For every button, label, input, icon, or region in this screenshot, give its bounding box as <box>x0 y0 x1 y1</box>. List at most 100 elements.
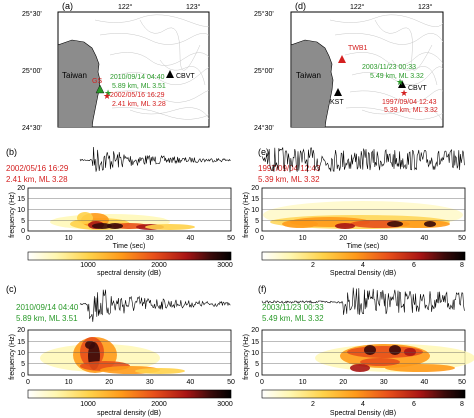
waveform-panel-c: (c) 2010/09/14 04:40 5.89 km, ML 3.51 <box>6 284 231 323</box>
spec-f-ytick-0: 0 <box>255 372 259 379</box>
lon-tick-123-a: 123° <box>186 3 201 11</box>
event-star-green-a: ★ <box>104 88 112 98</box>
spec-b-ytick-10: 10 <box>17 207 25 214</box>
panel-label-e: (e) <box>258 147 269 157</box>
bathymetry-contours-a <box>94 14 209 120</box>
map-panel-a: (a) 122° 123° 25°30' 25°00' 24°30' Taiwa… <box>22 1 210 132</box>
station-marker-twb1 <box>338 55 346 63</box>
event-d-red-info: 5.39 km, ML 3.32 <box>384 107 438 114</box>
spectrogram-panel-c: frequency (Hz) 20 15 10 5 0 0 10 20 30 4… <box>9 327 235 386</box>
panel-label-c: (c) <box>6 284 17 294</box>
spec-f-ylabel: frequency (Hz) <box>243 334 250 380</box>
station-marker-kst <box>334 88 342 96</box>
spec-e-ytick-5: 5 <box>255 218 259 225</box>
spectrogram-grid-f <box>262 341 465 364</box>
spec-e-xtick-0: 0 <box>260 235 264 242</box>
spectrogram-grid-e <box>262 198 465 221</box>
panel-label-f: (f) <box>258 284 267 294</box>
spec-f-xtick-10: 10 <box>299 379 307 386</box>
waveform-trace-c <box>79 289 231 322</box>
colorbar-f-tick-8: 8 <box>460 401 464 408</box>
spec-c-xtick-50: 50 <box>227 379 235 386</box>
colorbar-left-top: 1000 2000 3000 spectral density (dB) <box>27 251 233 277</box>
waveform-panel-e: (e) 1997/09/04 12:43 5.39 km, ML 3.32 <box>258 147 465 184</box>
event-star-red-d: ★ <box>400 88 408 98</box>
spec-b-ytick-20: 20 <box>17 185 25 192</box>
spec-b-ytick-15: 15 <box>17 196 25 203</box>
station-marker-gs <box>95 84 105 94</box>
lat-tick-2530-d: 25°30' <box>254 10 274 18</box>
spec-c-ytick-0: 0 <box>21 372 25 379</box>
station-label-cbvt-d: CBVT <box>408 85 427 92</box>
spec-c-ytick-10: 10 <box>17 350 25 357</box>
spec-b-xtick-10: 10 <box>65 235 73 242</box>
spectrogram-panel-f: frequency (Hz) 20 15 10 5 0 0 10 20 30 4… <box>243 327 474 386</box>
spec-c-xtick-40: 40 <box>187 379 195 386</box>
event-star-red-a: ★ <box>103 91 111 101</box>
waveform-c-info: 5.89 km, ML 3.51 <box>16 314 78 323</box>
lat-tick-2500-a: 25°00' <box>22 67 42 75</box>
waveform-panel-f: (f) 2003/11/23 00:33 5.49 km, ML 3.32 <box>258 284 465 323</box>
waveform-trace-b <box>79 146 231 172</box>
lat-tick-2430-d: 24°30' <box>254 124 274 132</box>
colorbar-f-tick-6: 6 <box>412 401 416 408</box>
colorbar-right-bottom: 2 4 6 8 Spectral Density (dB) <box>261 389 466 417</box>
spec-c-ylabel: frequency (Hz) <box>9 334 16 380</box>
spec-f-xtick-30: 30 <box>380 379 388 386</box>
colorbar-b-tick-1000: 1000 <box>80 401 96 408</box>
colorbar-tick-2000: 2000 <box>151 262 167 269</box>
spectrogram-energy-b <box>50 212 195 230</box>
colorbar-e-tick-2: 2 <box>311 262 315 269</box>
colorbar-left-bottom: 1000 2000 3000 spectral density (dB) <box>27 389 233 417</box>
spec-e-xlabel: Time (sec) <box>347 243 380 250</box>
spec-b-ytick-5: 5 <box>21 218 25 225</box>
spectrogram-energy-e <box>263 201 463 229</box>
spectrogram-energy-c <box>40 337 185 374</box>
waveform-b-info: 2.41 km, ML 3.28 <box>6 175 68 184</box>
panel-label-b: (b) <box>6 147 17 157</box>
station-marker-cbvt-a <box>166 70 174 78</box>
event-star-green-d: ★ <box>396 77 404 87</box>
spectrogram-grid-b <box>28 198 231 221</box>
spectrogram-grid-c <box>28 341 231 364</box>
waveform-b-date: 2002/05/16 16:29 <box>6 164 69 173</box>
spec-e-ytick-15: 15 <box>251 196 259 203</box>
event-a-green-info: 5.89 km, ML 3.51 <box>112 83 166 90</box>
lon-tick-123-d: 123° <box>418 3 433 11</box>
waveform-f-date: 2003/11/23 00:33 <box>262 303 324 312</box>
spec-e-xtick-40: 40 <box>421 235 429 242</box>
station-label-cbvt-a: CBVT <box>176 73 195 80</box>
spec-b-ylabel: frequency (Hz) <box>9 192 16 238</box>
colorbar-e-tick-4: 4 <box>361 262 365 269</box>
event-a-green-date: 2010/09/14 04:40 <box>110 74 165 81</box>
spec-e-xtick-50: 50 <box>458 235 466 242</box>
spec-e-xtick-10: 10 <box>299 235 307 242</box>
spec-c-ytick-15: 15 <box>17 339 25 346</box>
colorbar-f-tick-4: 4 <box>361 401 365 408</box>
bathymetry-contours-d <box>329 14 443 121</box>
land-label-d: Taiwan <box>296 71 321 80</box>
waveform-panel-b: (b) 2002/05/16 16:29 2.41 km, ML 3.28 <box>6 146 231 184</box>
spec-c-xtick-10: 10 <box>65 379 73 386</box>
lon-tick-122-d: 122° <box>350 3 365 11</box>
lat-tick-2500-d: 25°00' <box>254 67 274 75</box>
spec-b-xtick-40: 40 <box>187 235 195 242</box>
colorbar-tick-3000: 3000 <box>217 262 233 269</box>
spec-c-ytick-20: 20 <box>17 327 25 334</box>
spec-f-ytick-15: 15 <box>251 339 259 346</box>
spec-b-xlabel: Time (sec) <box>113 243 146 250</box>
colorbar-e-tick-8: 8 <box>460 262 464 269</box>
spec-c-xtick-0: 0 <box>26 379 30 386</box>
spec-e-ytick-10: 10 <box>251 207 259 214</box>
colorbar-b-tick-2000: 2000 <box>151 401 167 408</box>
spec-e-xtick-20: 20 <box>339 235 347 242</box>
station-marker-cbvt-d <box>398 80 406 88</box>
event-a-red-info: 2.41 km, ML 3.28 <box>112 101 166 108</box>
spec-f-ytick-5: 5 <box>255 361 259 368</box>
event-d-green-info: 5.49 km, ML 3.32 <box>370 73 424 80</box>
spec-f-xtick-40: 40 <box>421 379 429 386</box>
spec-c-xtick-20: 20 <box>105 379 113 386</box>
spectrogram-panel-b: frequency (Hz) 20 15 10 5 0 0 10 20 30 4… <box>9 185 235 250</box>
lon-tick-122-a: 122° <box>118 3 133 11</box>
